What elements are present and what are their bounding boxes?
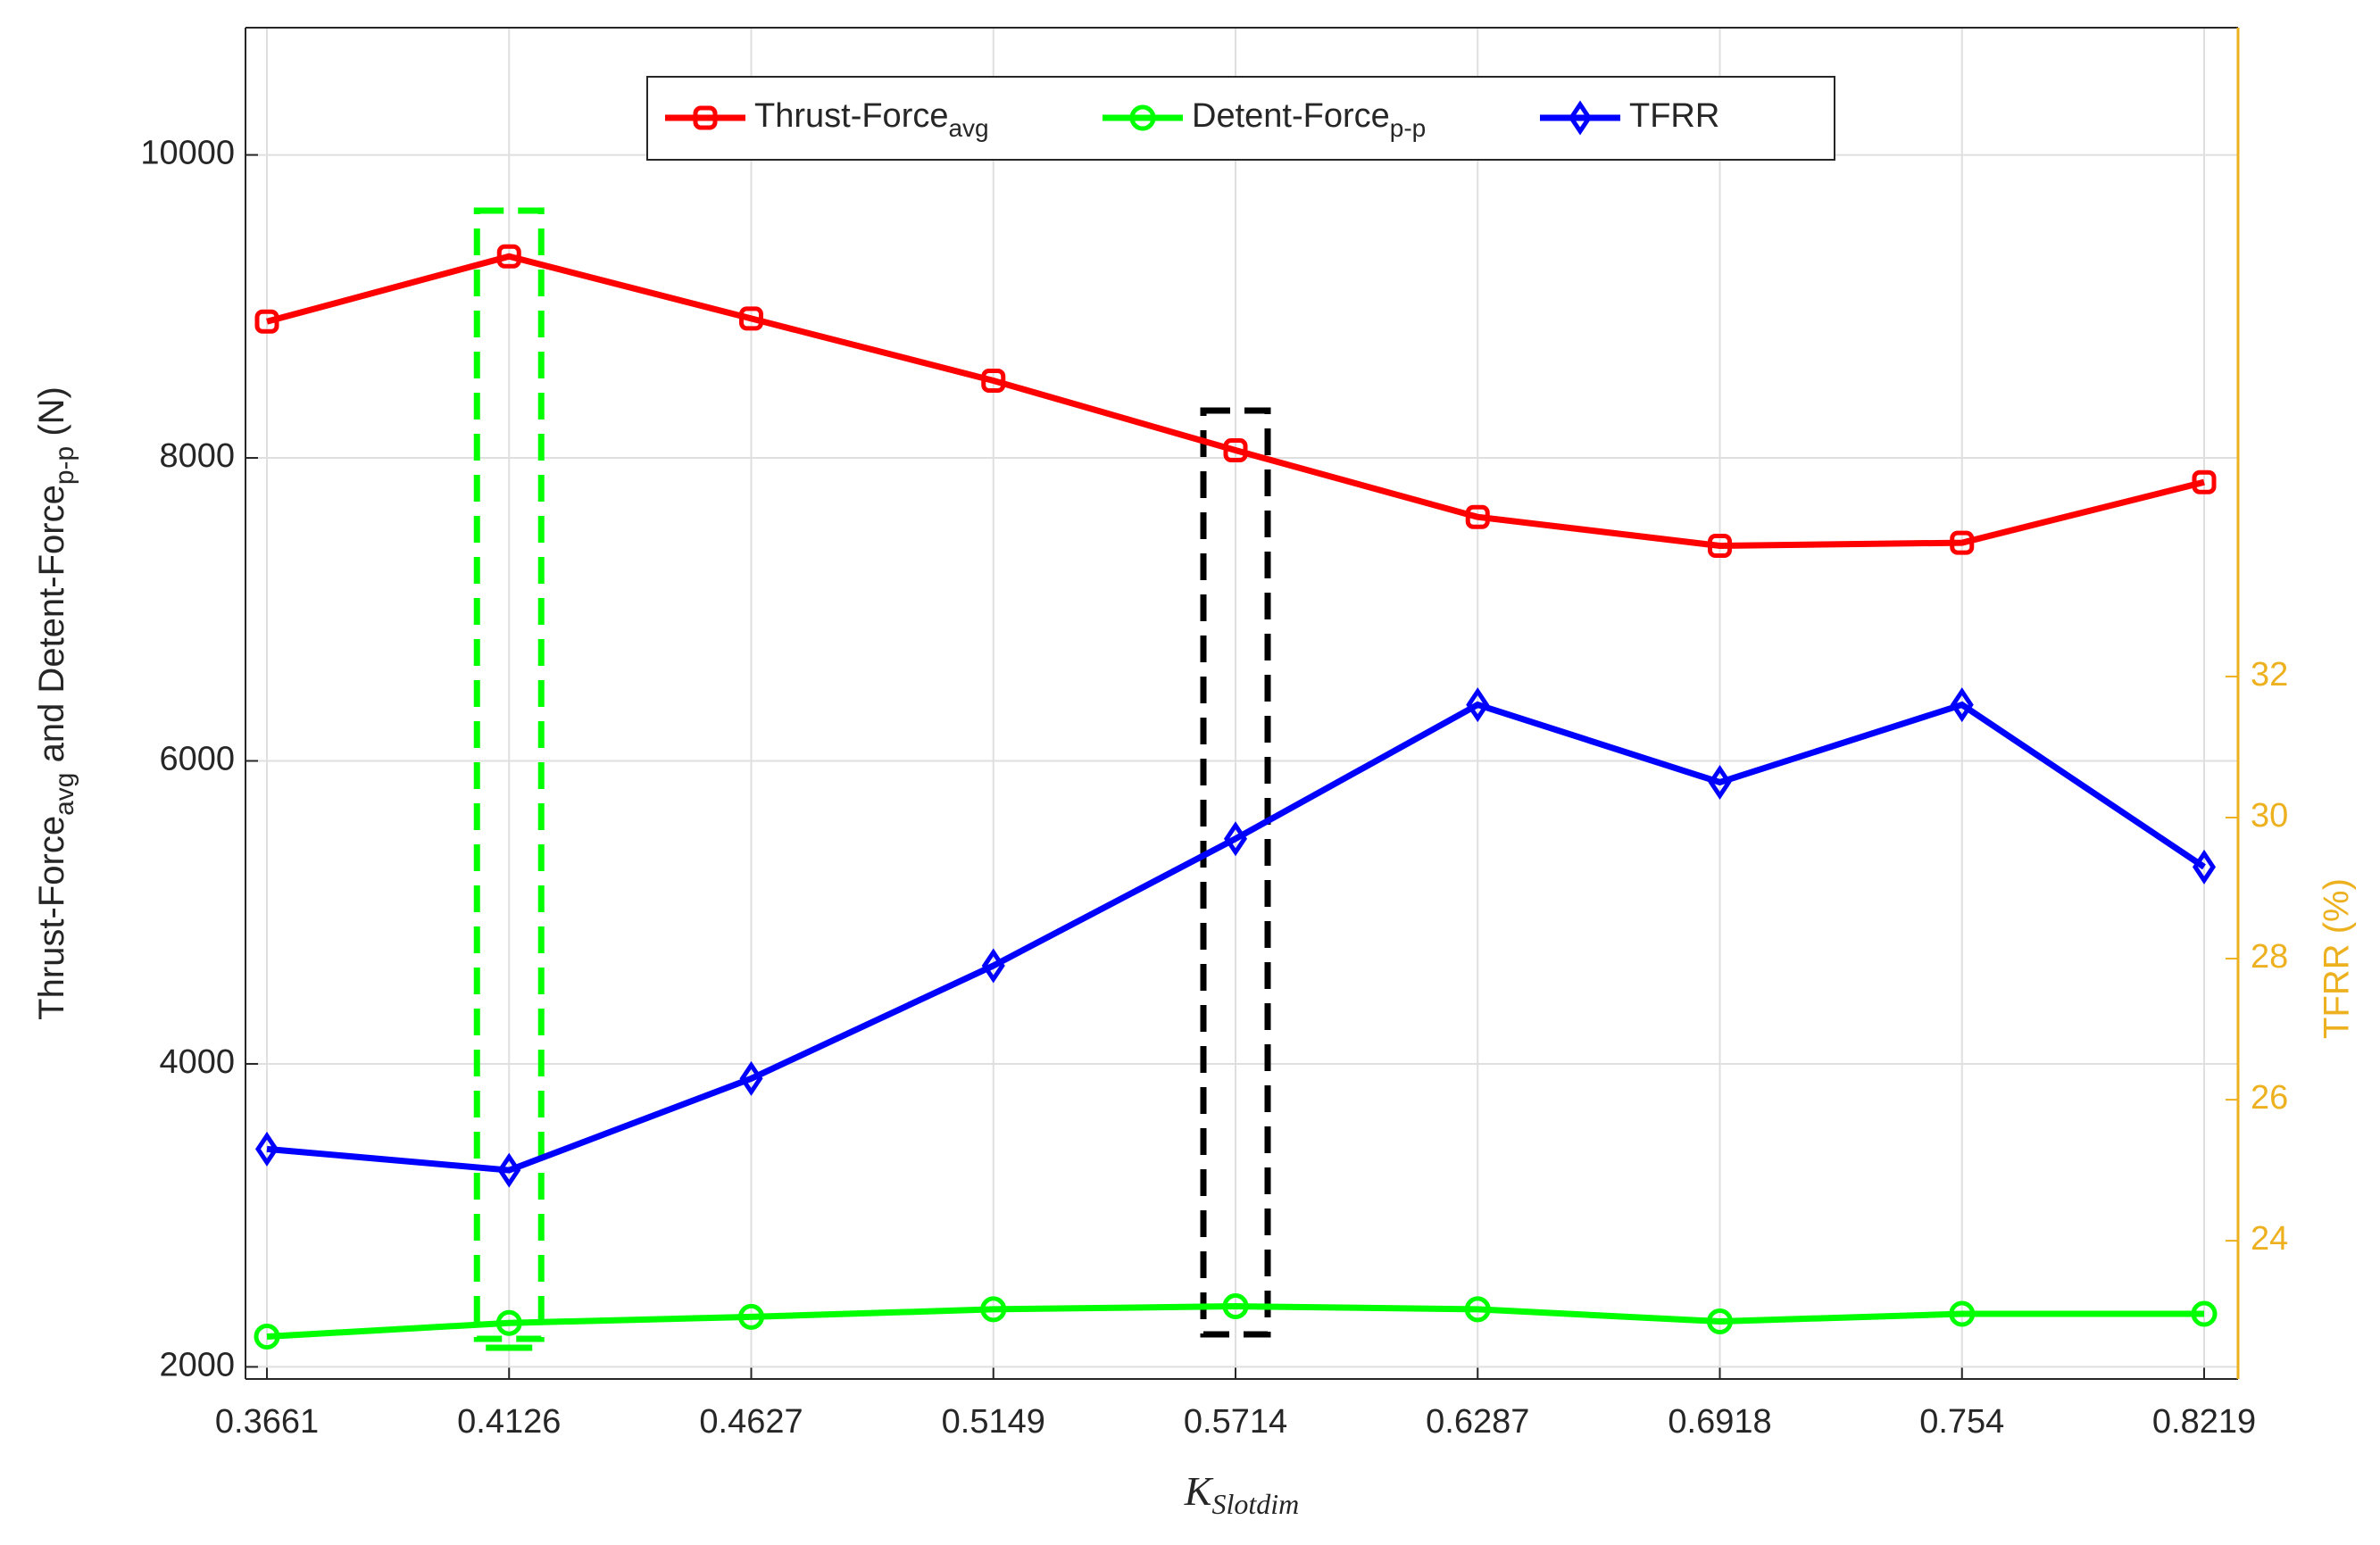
marker	[1708, 533, 1732, 558]
legend-sub: p-p	[1390, 114, 1426, 142]
marker	[1223, 438, 1248, 463]
marker	[981, 368, 1006, 393]
x-axis-label: KSlotdim	[1184, 1468, 1299, 1521]
marker	[980, 1296, 1007, 1323]
marker	[2192, 469, 2217, 494]
y-axis-label-part: Thrust-Force	[32, 816, 71, 1020]
x-tick-label: 0.5714	[1184, 1403, 1287, 1441]
marker	[1708, 764, 1732, 801]
y-axis-label-part: (N)	[32, 386, 71, 446]
marker	[1464, 1296, 1491, 1323]
legend-label: Thrust-Forceavg	[754, 97, 989, 142]
marker	[1707, 1308, 1733, 1335]
marker	[254, 309, 279, 334]
y2-tick-label: 28	[2251, 938, 2288, 976]
legend-label: Detent-Forcep-p	[1192, 97, 1426, 142]
marker	[496, 244, 521, 269]
x-tick-label: 0.3661	[215, 1403, 319, 1441]
legend-sub: avg	[948, 114, 988, 142]
y2-axis-label: TFRR (%)	[2318, 878, 2357, 1039]
annotation-box	[473, 207, 545, 1342]
marker	[2192, 849, 2217, 885]
marker	[1222, 1293, 1249, 1320]
marker	[739, 306, 763, 331]
x-tick-label: 0.6918	[1668, 1403, 1771, 1441]
marker	[254, 1323, 280, 1350]
legend-name: Thrust-Force	[754, 97, 948, 135]
marker	[495, 1309, 522, 1336]
y-tick-label: 2000	[159, 1346, 235, 1383]
series-line	[266, 701, 2206, 1174]
y2-tick-label: 30	[2251, 797, 2288, 835]
x-tick-label: 0.6287	[1426, 1403, 1529, 1441]
legend-name: Detent-Force	[1192, 97, 1390, 135]
y-tick-label: 8000	[159, 437, 235, 475]
y2-tick-label: 26	[2251, 1079, 2288, 1117]
legend-label: TFRR	[1629, 97, 1719, 135]
marker	[693, 105, 718, 130]
y-tick-label: 4000	[159, 1043, 235, 1081]
series-line	[266, 1303, 2204, 1340]
y-axis-label: Thrust-Forceavg and Detent-Forcep-p (N)	[32, 386, 79, 1020]
y2-tick-label: 32	[2251, 656, 2288, 694]
x-tick-label: 0.754	[1919, 1403, 2004, 1441]
marker	[1466, 687, 1490, 723]
y-axis-label-part: and Detent-Force	[32, 485, 71, 772]
marker	[1568, 100, 1593, 136]
marker	[738, 1303, 764, 1330]
marker	[254, 1131, 279, 1167]
series-line	[266, 253, 2205, 549]
y-axis-label-sub: avg	[50, 773, 79, 816]
marker	[1465, 504, 1490, 529]
marker	[1129, 104, 1156, 131]
marker	[497, 1152, 521, 1188]
x-axis-label-main: K	[1184, 1468, 1214, 1514]
marker	[1950, 687, 1974, 723]
x-tick-label: 0.4627	[699, 1403, 803, 1441]
marker	[981, 948, 1005, 984]
y-tick-label: 10000	[140, 135, 235, 172]
y-axis-label-sub: p-p	[50, 446, 79, 485]
marker	[1950, 530, 1975, 555]
marker	[1949, 1300, 1976, 1327]
legend-name: TFRR	[1629, 97, 1719, 135]
marker	[739, 1060, 763, 1096]
x-tick-label: 0.4126	[457, 1403, 561, 1441]
x-tick-label: 0.8219	[2152, 1403, 2256, 1441]
y-tick-label: 6000	[159, 741, 235, 778]
marker	[2191, 1300, 2218, 1327]
marker	[1223, 821, 1248, 857]
y2-tick-label: 24	[2251, 1220, 2288, 1258]
x-axis-label-sub: Slotdim	[1211, 1488, 1299, 1520]
x-tick-label: 0.5149	[942, 1403, 1045, 1441]
legend-box	[646, 76, 1835, 161]
